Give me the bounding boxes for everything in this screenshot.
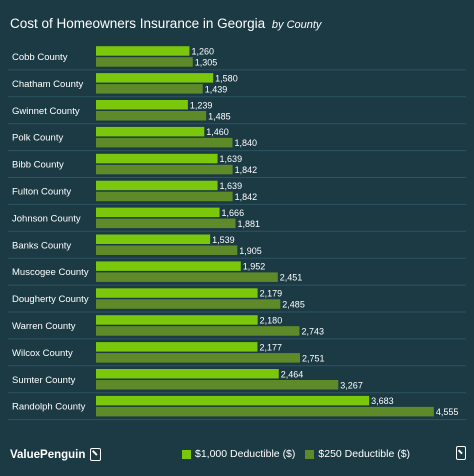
- bar: [96, 380, 339, 390]
- category-label: Dougherty County: [12, 294, 89, 305]
- legend-item-1000: $1,000 Deductible ($): [182, 448, 295, 460]
- data-label: 1,881: [238, 219, 261, 229]
- data-label: 1,842: [235, 165, 258, 175]
- data-label: 1,639: [220, 154, 243, 164]
- data-label: 2,451: [280, 273, 303, 283]
- data-label: 2,464: [281, 369, 304, 379]
- category-label: Johnson County: [12, 213, 81, 224]
- data-label: 1,260: [191, 47, 214, 57]
- bar: [96, 218, 236, 229]
- bar: [96, 406, 434, 417]
- bar: [96, 126, 205, 137]
- data-label: 1,305: [195, 58, 218, 68]
- data-label: 3,267: [340, 380, 363, 390]
- data-label: 1,952: [243, 262, 266, 272]
- data-label: 1,666: [222, 208, 245, 218]
- category-label: Randolph County: [12, 402, 86, 413]
- bar: [96, 261, 241, 271]
- legend-swatch-1000: [182, 449, 191, 459]
- bar: [96, 315, 258, 325]
- bar: [96, 342, 258, 352]
- legend-swatch-250: [305, 449, 315, 459]
- category-label: Chatham County: [12, 79, 84, 90]
- category-label: Banks County: [12, 240, 71, 251]
- data-label: 2,179: [260, 289, 283, 299]
- data-label: 2,485: [282, 300, 305, 310]
- bar: [96, 180, 218, 191]
- data-label: 1,539: [212, 235, 235, 245]
- bar: [96, 84, 203, 94]
- bar: [96, 288, 258, 298]
- valuepenguin-corner-icon: [456, 446, 466, 460]
- bar: [96, 395, 370, 406]
- brand: ValuePenguin: [10, 448, 102, 461]
- category-label: Wilcox County: [12, 348, 73, 359]
- category-label: Cobb County: [12, 52, 68, 63]
- legend-item-250: $250 Deductible ($): [305, 448, 410, 460]
- bar: [96, 272, 278, 282]
- bar: [96, 369, 279, 379]
- bar: [96, 73, 214, 83]
- data-label: 2,177: [259, 342, 282, 352]
- penguin-logo-icon: [90, 448, 102, 461]
- bar: [96, 153, 218, 164]
- data-label: 4,555: [436, 407, 459, 417]
- bar: [96, 234, 211, 244]
- data-label: 1,580: [215, 73, 238, 83]
- data-label: 1,840: [234, 138, 257, 148]
- bar: [96, 111, 207, 121]
- data-label: 1,905: [239, 246, 262, 256]
- bar: [96, 353, 301, 363]
- bar: [96, 46, 190, 56]
- data-label: 2,743: [301, 327, 324, 337]
- chart-subtitle: by County: [271, 19, 322, 31]
- data-label: 2,180: [260, 316, 283, 326]
- data-label: 2,751: [302, 353, 325, 363]
- bar: [96, 326, 300, 336]
- bar: [96, 100, 188, 110]
- brand-name: ValuePenguin: [10, 448, 86, 461]
- bar: [96, 207, 220, 218]
- data-label: 1,460: [206, 127, 229, 137]
- legend-label-250: $250 Deductible ($): [318, 448, 411, 460]
- data-label: 1,239: [190, 100, 213, 110]
- bar: [96, 137, 233, 148]
- bar: [96, 245, 238, 255]
- chart-title: Cost of Homeowners Insurance in Georgia …: [10, 16, 321, 31]
- chart-title-text: Cost of Homeowners Insurance in Georgia: [10, 16, 266, 31]
- bar: [96, 164, 233, 175]
- category-label: Bibb County: [12, 160, 64, 171]
- legend-label-1000: $1,000 Deductible ($): [195, 448, 296, 460]
- data-label: 3,683: [371, 396, 394, 406]
- bar: [96, 191, 233, 202]
- category-label: Sumter County: [12, 375, 76, 386]
- data-label: 1,842: [235, 192, 258, 202]
- category-label: Muscogee County: [12, 267, 89, 278]
- data-label: 1,639: [220, 181, 243, 191]
- category-label: Warren County: [12, 321, 76, 332]
- data-label: 1,485: [208, 111, 231, 121]
- category-label: Fulton County: [12, 186, 71, 197]
- category-label: Gwinnet County: [12, 106, 80, 117]
- data-label: 1,439: [205, 84, 228, 94]
- chart-legend: $1,000 Deductible ($) $250 Deductible ($…: [182, 448, 410, 460]
- bar: [96, 57, 193, 67]
- bar: [96, 299, 281, 309]
- category-label: Polk County: [12, 133, 63, 144]
